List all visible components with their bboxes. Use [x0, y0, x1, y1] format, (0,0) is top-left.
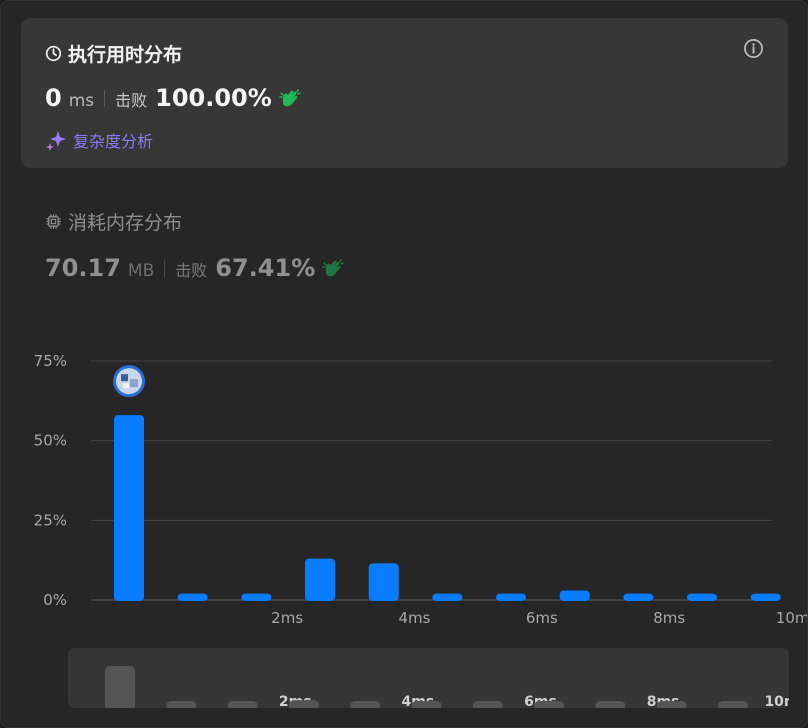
runtime-beat-label: 击败 — [115, 91, 148, 110]
bar[interactable] — [687, 593, 718, 601]
memory-title-text: 消耗内存分布 — [68, 212, 183, 234]
memory-unit: MB — [127, 261, 155, 281]
bar[interactable] — [241, 593, 272, 601]
memory-title[interactable]: 消耗内存分布 — [45, 208, 182, 235]
brush-bar — [411, 701, 442, 708]
brush-bar — [595, 701, 626, 708]
bar[interactable] — [496, 593, 527, 601]
bar[interactable] — [177, 593, 208, 601]
clap-icon — [322, 259, 344, 277]
brush-bar — [350, 701, 381, 708]
brush-bar — [288, 700, 319, 708]
y-tick-label: 75% — [34, 352, 67, 370]
brush-bar — [105, 666, 135, 708]
bar[interactable] — [559, 590, 590, 601]
runtime-title-text: 执行用时分布 — [68, 44, 183, 66]
runtime-beat-value: 100.00% — [155, 84, 272, 112]
bar[interactable] — [432, 593, 463, 601]
x-tick-label: 4ms — [399, 609, 431, 627]
brush-bar — [227, 701, 258, 708]
brush-bar — [472, 701, 503, 708]
runtime-card: 执行用时分布 0 ms 击败 100.00% 复杂度分析 — [21, 18, 788, 168]
bar[interactable] — [305, 558, 336, 601]
chart-range-brush[interactable]: 2ms4ms6ms8ms10ms — [68, 648, 789, 708]
brush-bar — [534, 701, 565, 708]
brush-bar — [656, 701, 687, 708]
runtime-distribution-chart: 0% 25% 50% 75% 2ms 4ms 6ms 8ms 10ms — [34, 352, 807, 627]
bar[interactable] — [750, 593, 781, 601]
bar[interactable] — [623, 593, 654, 601]
divider — [104, 89, 106, 107]
bar[interactable] — [114, 415, 144, 601]
complexity-analysis-label: 复杂度分析 — [73, 132, 154, 151]
runtime-unit: ms — [68, 91, 95, 111]
x-tick-label: 10ms — [776, 609, 807, 627]
runtime-title: 执行用时分布 — [45, 40, 182, 67]
x-tick-label: 8ms — [653, 609, 685, 627]
memory-stat-row: 70.17 MB 击败 67.41% — [45, 254, 345, 282]
x-tick-label: 6ms — [526, 609, 558, 627]
y-tick-label: 0% — [43, 591, 67, 609]
runtime-stat-row: 0 ms 击败 100.00% — [45, 84, 302, 112]
chip-icon — [46, 214, 61, 229]
sparkle-icon — [46, 131, 66, 151]
memory-beat-label: 击败 — [175, 261, 208, 280]
runtime-value: 0 — [45, 84, 62, 112]
brush-tick-label: 10ms — [764, 694, 789, 708]
info-icon[interactable] — [743, 38, 764, 59]
brush-bar — [718, 701, 748, 708]
brush-bar — [166, 701, 197, 708]
x-tick-label: 2ms — [271, 609, 303, 627]
divider — [164, 259, 166, 277]
complexity-analysis-link[interactable]: 复杂度分析 — [45, 128, 153, 152]
brush-svg[interactable]: 2ms4ms6ms8ms10ms — [68, 648, 789, 708]
clap-icon — [279, 89, 301, 107]
memory-beat-value: 67.41% — [215, 254, 316, 282]
memory-value: 70.17 — [45, 254, 121, 282]
avatar — [113, 365, 145, 398]
clock-icon — [45, 45, 62, 62]
bar[interactable] — [368, 563, 399, 601]
y-tick-label: 25% — [34, 511, 67, 529]
y-tick-label: 50% — [34, 432, 67, 450]
